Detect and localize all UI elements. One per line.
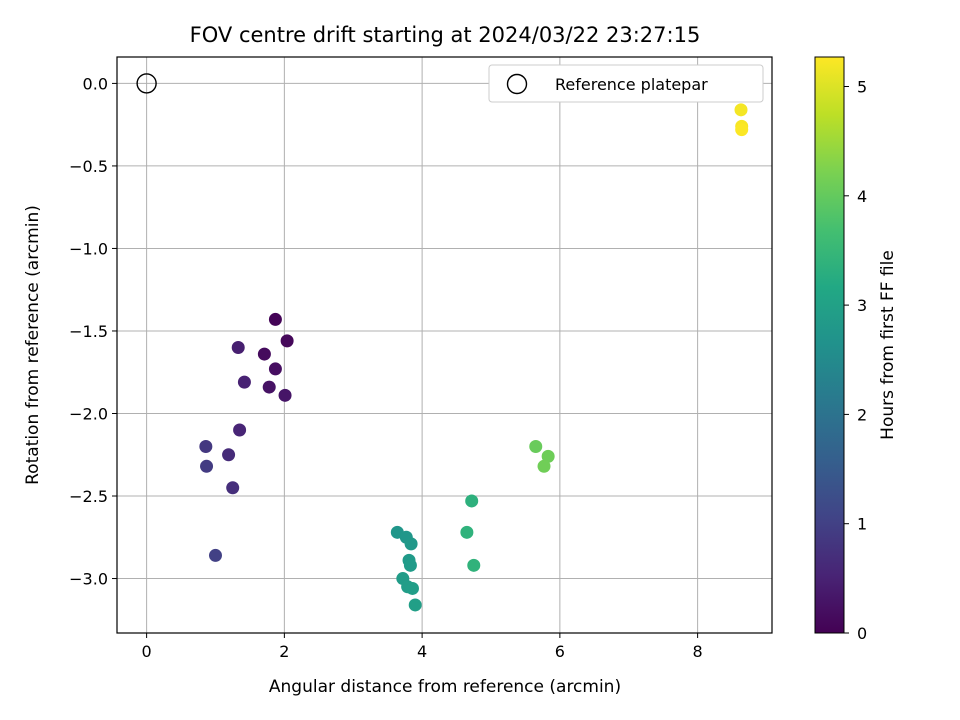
data-point [237,375,251,389]
data-point [200,459,214,473]
y-tick-label: −2.0 [69,404,108,423]
colorbar-ticks: 0 1 2 3 4 5 [844,78,867,643]
colorbar-tick-label: 0 [857,624,867,643]
data-point [404,537,418,551]
data-point [233,423,247,437]
data-point [268,312,282,326]
y-ticks: 0.0 −0.5 −1.0 −1.5 −2.0 −2.5 −3.0 [69,74,117,589]
data-point [226,481,240,495]
y-tick-label: −1.0 [69,239,108,258]
data-point [405,581,419,595]
colorbar-gradient [814,56,845,634]
data-point [541,449,555,463]
data-point [403,558,417,572]
y-tick-label: −3.0 [69,570,108,589]
colorbar-tick-label: 2 [857,405,867,424]
data-point [735,123,749,137]
x-tick-label: 2 [279,642,289,661]
data-point [278,388,292,402]
data-point [460,525,474,539]
legend-label: Reference platepar [555,75,708,94]
legend-box [488,64,764,103]
colorbar: 0 1 2 3 4 5 Hours from first FF file [814,56,898,643]
x-axis-label: Angular distance from reference (arcmin) [269,677,621,697]
data-point [465,494,479,508]
y-axis-label: Rotation from reference (arcmin) [23,205,43,485]
colorbar-tick-label: 1 [857,515,867,534]
y-tick-label: −2.5 [69,487,108,506]
plot-frame [116,56,773,634]
data-point [268,362,282,376]
data-point [408,598,422,612]
data-point [467,558,481,572]
data-point [529,440,543,454]
legend: Reference platepar [488,64,764,103]
y-tick-label: −0.5 [69,157,108,176]
x-tick-label: 8 [693,642,703,661]
data-point [280,334,294,348]
colorbar-tick-label: 4 [857,187,867,206]
data-point [537,459,551,473]
data-point [208,548,222,562]
data-point [231,340,245,354]
data-point [257,347,271,361]
grid [117,57,772,633]
data-point [199,440,213,454]
x-tick-label: 6 [555,642,565,661]
reference-point [136,73,157,94]
data-point [734,103,748,117]
colorbar-label: Hours from first FF file [878,250,898,440]
x-tick-label: 0 [142,642,152,661]
colorbar-tick-label: 3 [857,296,867,315]
x-ticks: 0 2 4 6 8 [142,633,703,661]
colorbar-tick-label: 5 [857,78,867,97]
y-tick-label: −1.5 [69,322,108,341]
points [136,73,749,612]
chart-title: FOV centre drift starting at 2024/03/22 … [190,23,701,47]
data-point [262,380,276,394]
data-point [222,448,236,462]
legend-marker [506,73,528,95]
x-tick-label: 4 [417,642,427,661]
y-tick-label: 0.0 [83,74,108,93]
